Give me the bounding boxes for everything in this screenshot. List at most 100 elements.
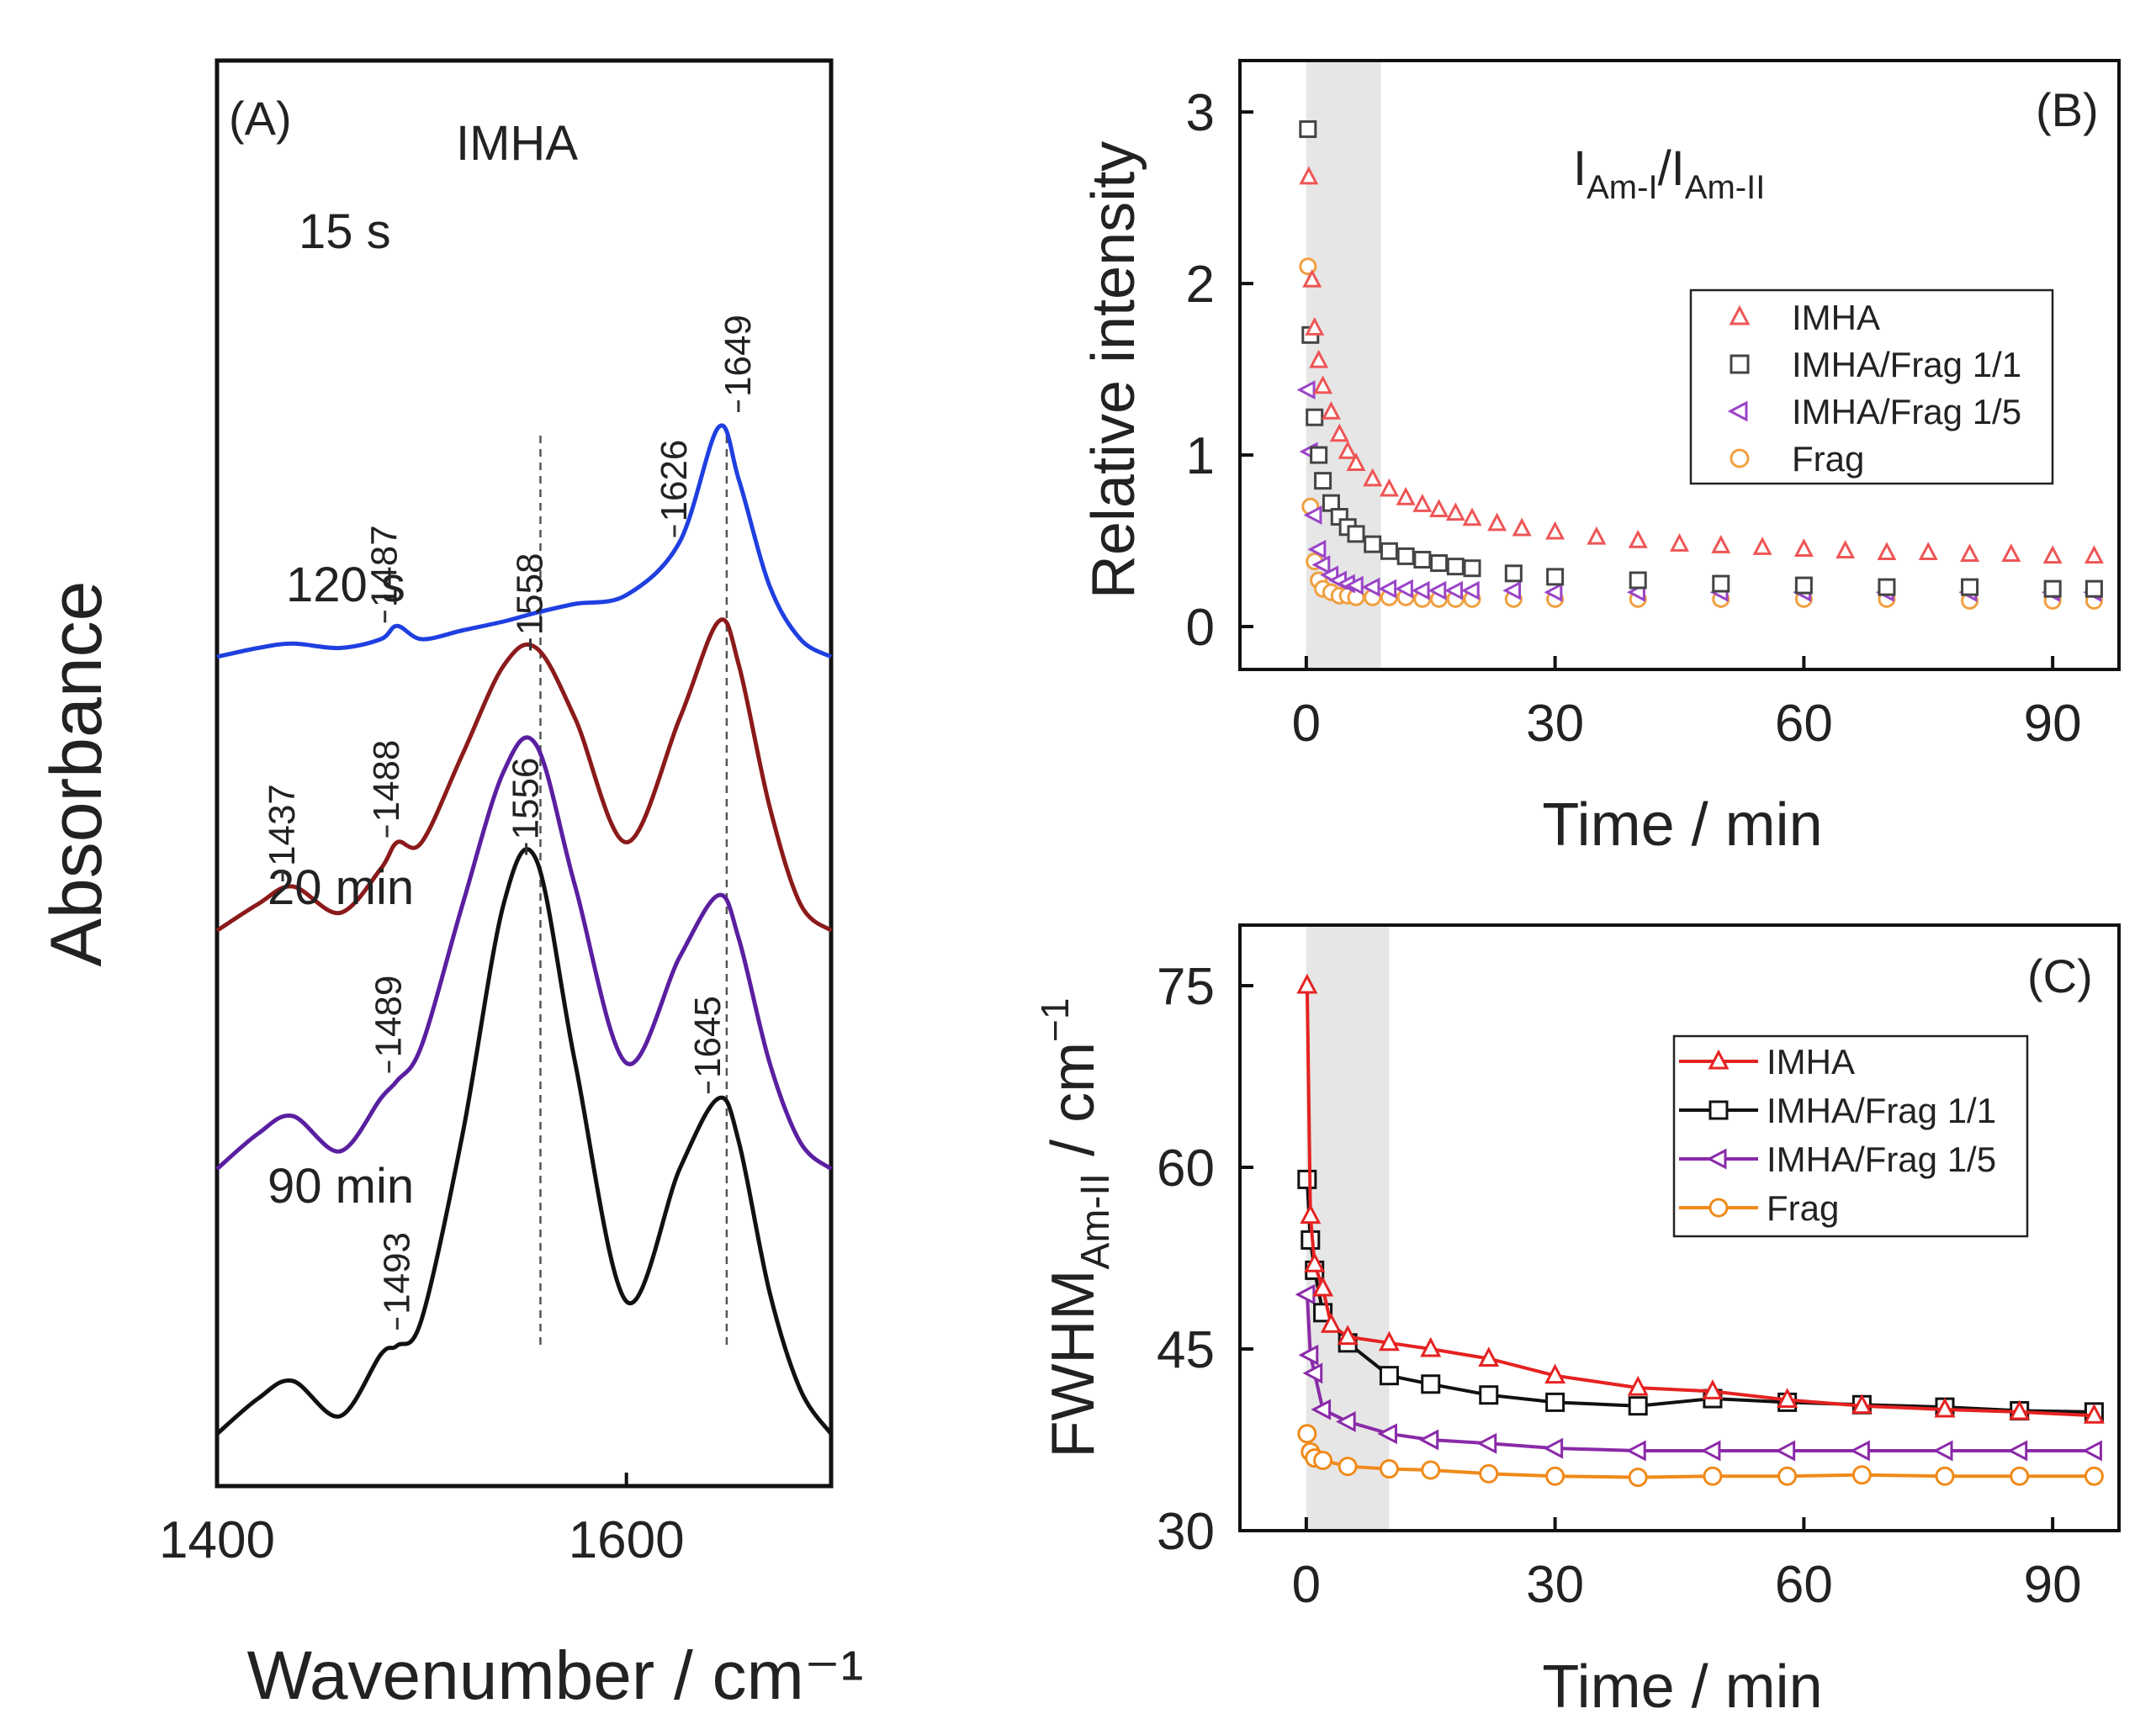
- panel-a-peak-labels: 1487 1626 1649 1437 1488 1558 1489 1556 1493 1645: [262, 315, 759, 1330]
- data-point: [2083, 1403, 2105, 1424]
- data-point: [1935, 1466, 1955, 1486]
- data-point: [1850, 1440, 1870, 1462]
- data-point: [1338, 440, 1358, 459]
- data-point: [1395, 579, 1413, 599]
- y-tick-label: 0: [1186, 599, 1215, 657]
- legend-marker: [1708, 1100, 1729, 1120]
- data-point: [1775, 1440, 1796, 1462]
- data-point: [1344, 575, 1364, 595]
- data-point: [1587, 526, 1607, 545]
- x-tick-label: 60: [1775, 695, 1833, 753]
- data-point: [1479, 1385, 1499, 1405]
- data-point: [1918, 542, 1938, 561]
- data-point: [1777, 1388, 1798, 1408]
- spectrum-name: 15 s: [299, 204, 391, 259]
- data-point: [1335, 1410, 1356, 1432]
- panel-c-series: [1295, 973, 2105, 1488]
- data-point: [1337, 1325, 1359, 1346]
- data-point: [1314, 472, 1332, 490]
- legend-marker: [1708, 1049, 1730, 1070]
- panel-a-label: (A): [229, 92, 292, 145]
- data-point: [1703, 1466, 1723, 1486]
- peak-label: 1437: [262, 784, 303, 866]
- data-point: [1364, 535, 1382, 553]
- y-tick-label: 60: [1157, 1140, 1215, 1198]
- panel-c-shaded-region: [1306, 925, 1390, 1531]
- spectrum-name: 90 min: [268, 1159, 414, 1214]
- legend-label: IMHA/Frag 1/1: [1767, 1091, 1996, 1130]
- panel-c-ylabel: FWHMAm-II / cm−1: [1033, 997, 1118, 1457]
- panel-b-ylabel: Relative intensity: [1080, 141, 1147, 599]
- data-point: [1396, 486, 1416, 505]
- panel-c-legend: IMHA IMHA/Frag 1/1 IMHA/Frag 1/5 Frag: [1672, 1034, 2029, 1238]
- data-point: [2010, 1466, 2030, 1486]
- legend-label: Frag: [1792, 439, 1864, 479]
- panel-b-frame: [1238, 59, 2121, 671]
- data-point: [1545, 1466, 1565, 1486]
- data-point: [1460, 580, 1480, 600]
- legend-label: IMHA: [1767, 1042, 1855, 1082]
- x-tick-label: 60: [1775, 1556, 1833, 1614]
- legend-label: IMHA/Frag 1/1: [1792, 345, 2021, 384]
- peak-label: 1489: [368, 976, 410, 1058]
- spectrum-name: 120 s: [286, 558, 405, 612]
- spectrum-line: [215, 735, 833, 1172]
- data-point: [1502, 580, 1522, 600]
- data-point: [1512, 517, 1532, 537]
- panel-b-xlabel: Time / min: [1542, 791, 1822, 859]
- data-point: [1313, 1450, 1333, 1470]
- data-point: [1297, 1169, 1317, 1189]
- panel-a-ylabel: Absorbance: [36, 581, 117, 967]
- data-point: [1960, 543, 1980, 563]
- panel-a-x-ticks: 1400 1600: [159, 1473, 685, 1569]
- panel-b: 0 30 60 90 0 1 2 3 (B) IAm-I/IAm-II Relative in…: [1080, 59, 2121, 859]
- data-point: [1545, 521, 1565, 540]
- x-tick-label: 30: [1526, 1556, 1584, 1614]
- data-point: [1445, 502, 1465, 521]
- data-point: [1347, 525, 1365, 543]
- data-point: [1543, 1437, 1564, 1459]
- data-point: [1793, 538, 1814, 557]
- data-point: [1421, 1374, 1441, 1394]
- data-point: [1303, 505, 1322, 525]
- annotation-main: I: [1573, 141, 1587, 196]
- data-point: [1361, 577, 1380, 597]
- data-point: [1311, 1399, 1332, 1420]
- legend-box: [1689, 288, 2054, 485]
- data-point: [1430, 554, 1449, 573]
- data-point: [1329, 423, 1349, 442]
- data-point: [1297, 1424, 1317, 1444]
- data-point: [2084, 579, 2103, 598]
- y-tick-label: 3: [1186, 84, 1215, 142]
- data-point: [1463, 559, 1481, 578]
- data-point: [1299, 120, 1317, 139]
- data-point: [2082, 1440, 2102, 1462]
- data-point: [1777, 1466, 1798, 1486]
- legend-marker: [1730, 448, 1750, 468]
- x-tick-label: 1400: [159, 1511, 275, 1569]
- data-point: [1628, 1396, 1648, 1416]
- data-point: [1380, 542, 1398, 560]
- data-point: [1299, 166, 1319, 185]
- data-point: [1476, 1432, 1497, 1454]
- data-point: [1544, 582, 1563, 602]
- panel-b-annotation: IAm-I/IAm-II: [1573, 141, 1765, 206]
- data-point: [2042, 545, 2063, 564]
- data-point: [2043, 579, 2062, 598]
- spectrum-name: 20 min: [268, 860, 414, 915]
- data-point: [1934, 1397, 1956, 1418]
- panel-b-data-points: [1296, 120, 2104, 610]
- data-point: [1421, 1460, 1441, 1480]
- data-point: [1878, 578, 1896, 596]
- data-point: [1544, 1363, 1566, 1384]
- x-tick-label: 0: [1292, 1556, 1321, 1614]
- legend-label: IMHA/Frag 1/5: [1792, 392, 2021, 431]
- data-point: [1479, 1463, 1499, 1484]
- peak-label: 1487: [364, 525, 405, 607]
- data-point: [1851, 1394, 1873, 1415]
- panel-a-spectrum-names: 15 s 120 s 20 min 90 min: [268, 204, 414, 1214]
- data-point: [1298, 1344, 1319, 1366]
- ylabel-unit: / cm: [1040, 1042, 1107, 1173]
- legend-label: IMHA/Frag 1/5: [1767, 1140, 1996, 1179]
- y-tick-label: 30: [1157, 1503, 1215, 1561]
